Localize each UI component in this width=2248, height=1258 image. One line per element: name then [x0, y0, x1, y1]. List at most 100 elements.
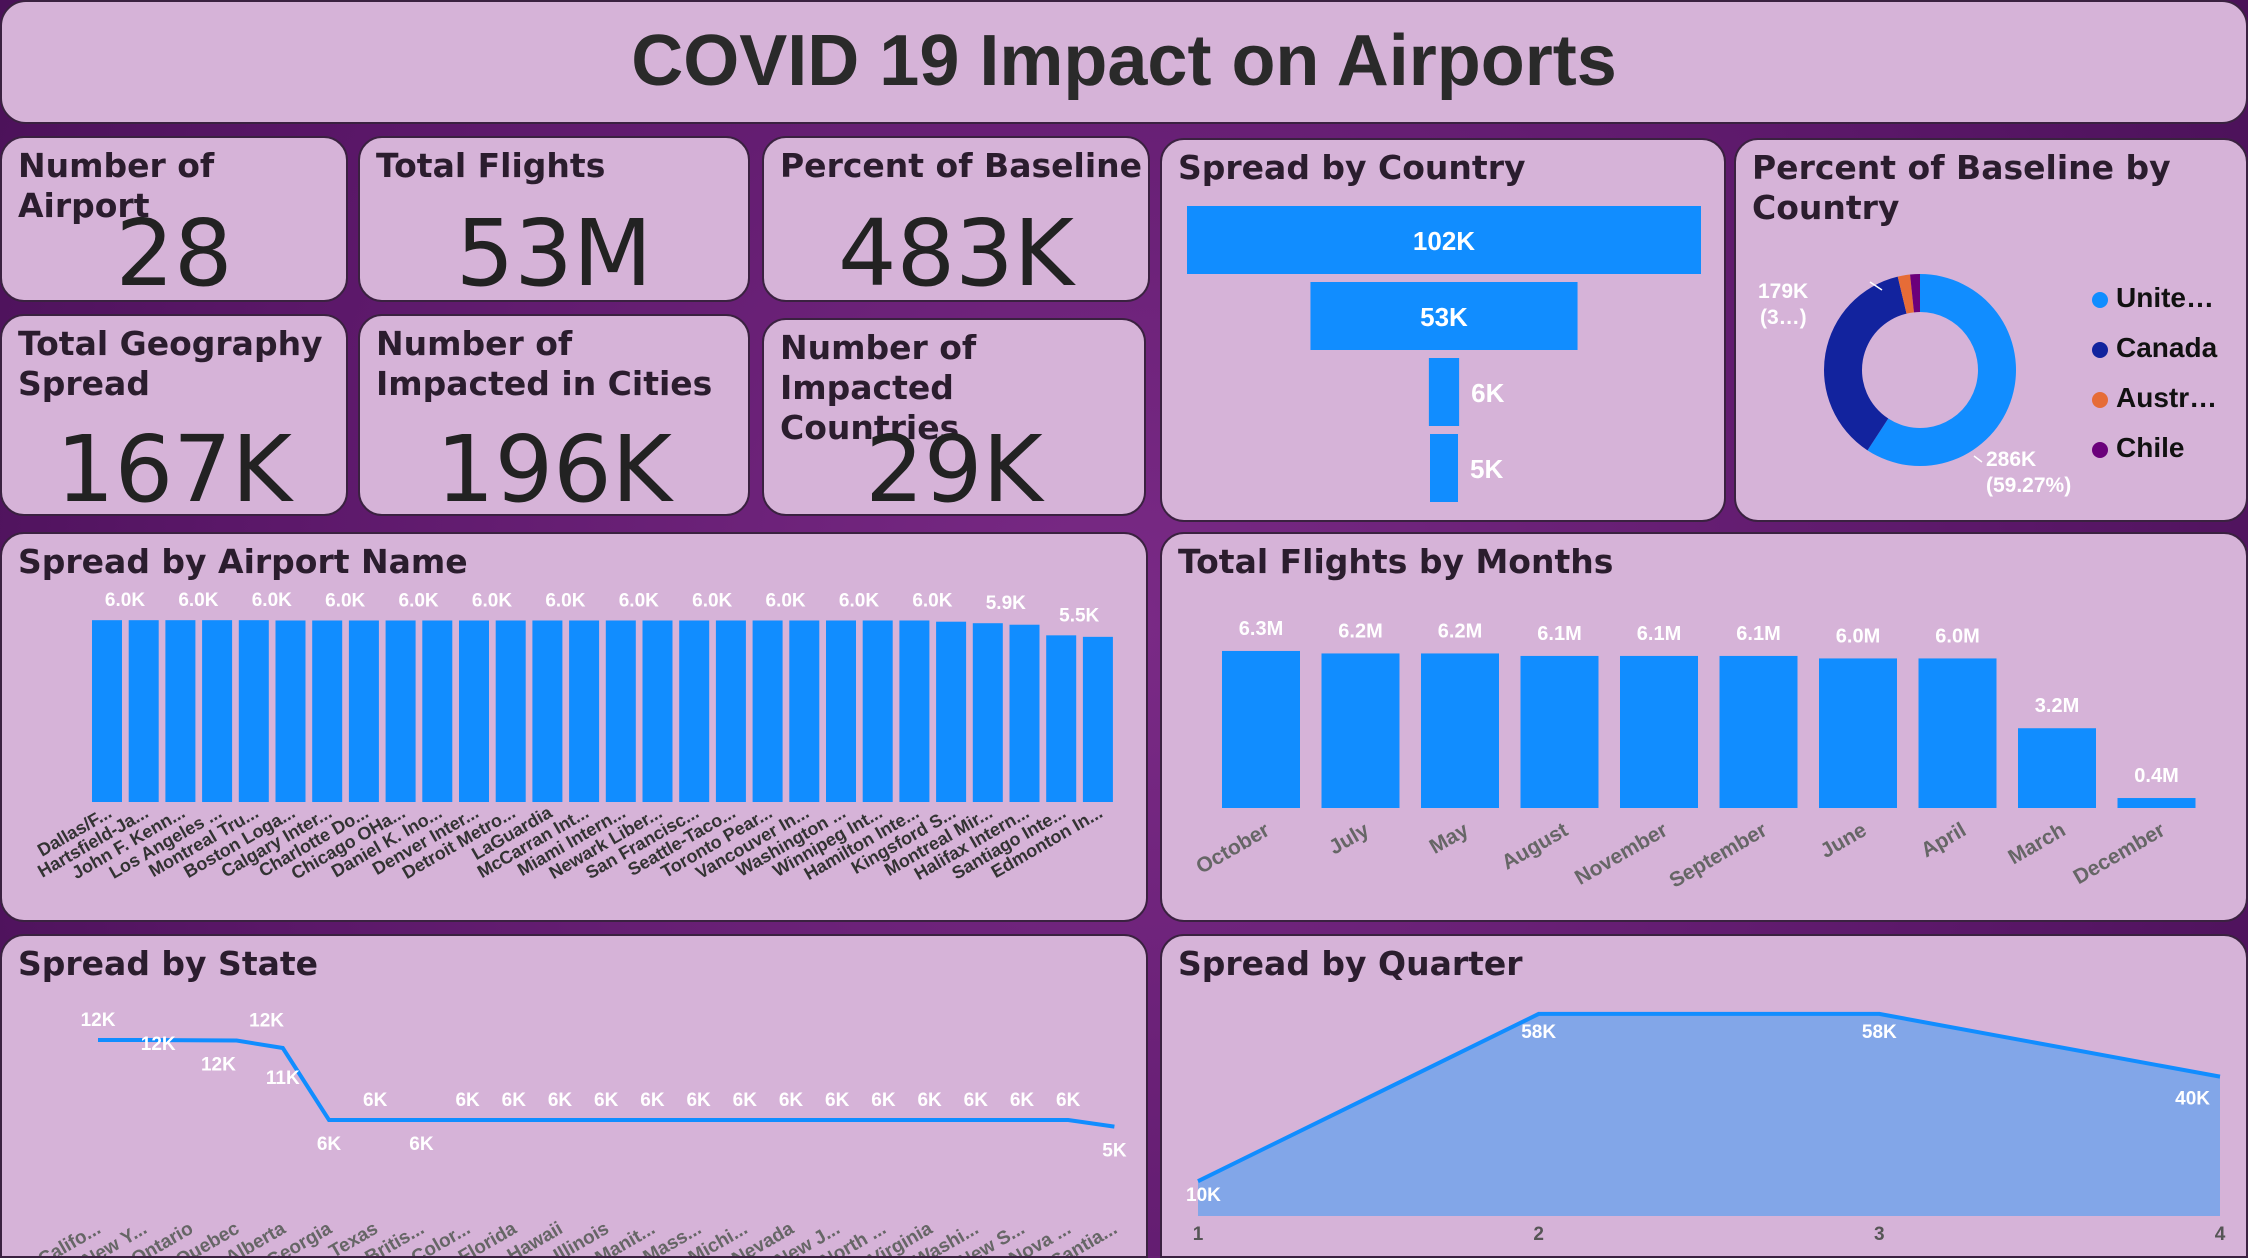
- funnel-bar[interactable]: [1187, 206, 1701, 274]
- state-line[interactable]: [98, 1038, 1115, 1129]
- legend-item[interactable]: Canada: [2092, 332, 2217, 364]
- airport-bar[interactable]: [605, 620, 636, 802]
- point-data-label: 11K: [266, 1068, 300, 1089]
- bar-data-label: 6.0K: [325, 590, 365, 611]
- leader-line: [1869, 281, 1883, 291]
- point-data-label: 40K: [2175, 1089, 2210, 1110]
- point-data-label: 6K: [548, 1090, 573, 1111]
- airport-bar[interactable]: [202, 620, 233, 802]
- airport-bar[interactable]: [715, 620, 746, 802]
- airport-bar[interactable]: [899, 620, 930, 802]
- point-data-label: 6K: [409, 1134, 434, 1155]
- point-data-label: 5K: [1102, 1141, 1127, 1162]
- airport-bar[interactable]: [312, 620, 343, 802]
- kpi-card-countries[interactable]: Number of Impacted Countries 29K: [762, 318, 1146, 516]
- airport-bar[interactable]: [936, 621, 967, 802]
- funnel-chart: 102K 53K 6K 5K: [1187, 206, 1701, 502]
- airport-bar[interactable]: [789, 620, 820, 802]
- kpi-card-flights[interactable]: Total Flights 53M: [358, 136, 750, 302]
- card-baseline-by-country[interactable]: Percent of Baseline by Country 179K (3…) 2…: [1734, 138, 2248, 522]
- funnel-bar[interactable]: [1428, 358, 1460, 426]
- airport-bar[interactable]: [92, 620, 122, 802]
- donut-chart: 179K (3…) 286K (59.27%): [1758, 274, 2071, 497]
- airport-bar[interactable]: [862, 620, 893, 802]
- chart-title: Spread by Country: [1178, 148, 1526, 187]
- kpi-label: Percent of Baseline: [780, 146, 1143, 185]
- airport-bar[interactable]: [422, 620, 453, 802]
- month-bar[interactable]: [1321, 653, 1400, 808]
- funnel-bar[interactable]: [1430, 434, 1458, 502]
- month-bar[interactable]: [1421, 653, 1499, 808]
- airport-bar[interactable]: [128, 620, 159, 802]
- airport-bar[interactable]: [826, 620, 856, 802]
- card-spread-by-state[interactable]: Spread by State 12K Califo... 12K New Y... 1…: [0, 934, 1148, 1258]
- airport-bar[interactable]: [165, 620, 196, 802]
- point-data-label: 12K: [201, 1054, 236, 1075]
- legend-item[interactable]: Unite…: [2092, 282, 2214, 314]
- airport-bar[interactable]: [1046, 635, 1077, 802]
- slice-value-label: 286K: [1986, 448, 2036, 471]
- month-bar[interactable]: [1520, 655, 1599, 808]
- airport-bar[interactable]: [642, 620, 673, 802]
- month-bar[interactable]: [1222, 650, 1300, 808]
- chart-title: Percent of Baseline by Country: [1752, 148, 2171, 227]
- chart-title: Spread by Quarter: [1178, 944, 1523, 983]
- airport-bar[interactable]: [532, 620, 563, 802]
- bar-data-label: 6.0K: [839, 590, 879, 611]
- funnel-bar[interactable]: [1310, 282, 1578, 350]
- card-spread-by-country[interactable]: Spread by Country 102K 53K 6K 5K: [1160, 138, 1726, 522]
- legend-label: Canada: [2116, 332, 2218, 363]
- bar-data-label: 5.9K: [986, 593, 1026, 614]
- airport-bar[interactable]: [972, 623, 1003, 802]
- airport-bar[interactable]: [459, 620, 489, 802]
- month-bar[interactable]: [1719, 655, 1798, 808]
- month-bar[interactable]: [2018, 728, 2096, 808]
- card-spread-by-quarter[interactable]: Spread by Quarter 10K 1 58K 2 58K 3 40K 4: [1160, 934, 2248, 1258]
- month-bar[interactable]: [1620, 655, 1698, 808]
- bar-data-label: 6.0K: [472, 590, 512, 611]
- airport-bar[interactable]: [752, 620, 783, 802]
- x-tick-label: May: [1426, 818, 1473, 859]
- month-bar[interactable]: [1819, 658, 1897, 808]
- x-tick-label: 1: [1193, 1224, 1204, 1245]
- airport-bar[interactable]: [238, 620, 269, 802]
- kpi-card-geography[interactable]: Total Geography Spread 167K: [0, 314, 348, 516]
- airport-bar[interactable]: [679, 620, 710, 802]
- kpi-card-cities[interactable]: Number of Impacted in Cities 196K: [358, 314, 750, 516]
- kpi-card-airports[interactable]: Number of Airport 28: [0, 136, 348, 302]
- x-tick-label: 4: [2215, 1224, 2226, 1245]
- month-bar[interactable]: [2117, 798, 2196, 808]
- kpi-card-baseline[interactable]: Percent of Baseline 483K: [762, 136, 1150, 302]
- donut-slice[interactable]: [1824, 276, 1907, 451]
- donut-slice[interactable]: [1897, 274, 1914, 314]
- x-tick-label: November: [1571, 818, 1671, 889]
- airport-bar[interactable]: [348, 620, 379, 802]
- point-data-label: 58K: [1521, 1022, 1556, 1043]
- bar-data-label: 6.2M: [1438, 620, 1482, 642]
- legend-swatch: [2092, 391, 2108, 408]
- airport-bar[interactable]: [569, 620, 600, 802]
- airport-bar[interactable]: [275, 620, 306, 802]
- airport-bar[interactable]: [1082, 636, 1113, 802]
- donut-slice[interactable]: [1910, 274, 1920, 313]
- point-data-label: 6K: [779, 1090, 804, 1111]
- donut-slice[interactable]: [1867, 274, 2016, 466]
- kpi-value: 167K: [56, 416, 292, 516]
- month-bar[interactable]: [1918, 658, 1997, 808]
- quarter-line[interactable]: [1197, 1011, 2221, 1183]
- point-data-label: 12K: [249, 1011, 284, 1032]
- legend-item[interactable]: Austr…: [2092, 382, 2217, 414]
- point-data-label: 58K: [1862, 1022, 1897, 1043]
- quarter-area[interactable]: [1198, 1013, 2220, 1216]
- bar-data-label: 6.3M: [1239, 618, 1283, 640]
- card-flights-by-months[interactable]: Total Flights by Months 6.3M October 6.2M J…: [1160, 532, 2248, 922]
- legend-item[interactable]: Chile: [2092, 432, 2184, 464]
- airport-bar[interactable]: [495, 620, 526, 802]
- airport-bar[interactable]: [385, 620, 416, 802]
- x-tick-label: April: [1917, 818, 1970, 862]
- quarter-area-chart: 10K 1 58K 2 58K 3 40K 4: [1186, 1011, 2226, 1245]
- point-data-label: 6K: [825, 1090, 850, 1111]
- kpi-label: Number of Impacted Countries: [780, 328, 977, 447]
- airport-bar[interactable]: [1009, 624, 1040, 802]
- card-spread-by-airport[interactable]: Spread by Airport Name 6.0K Dallas/F... Ha…: [0, 532, 1148, 922]
